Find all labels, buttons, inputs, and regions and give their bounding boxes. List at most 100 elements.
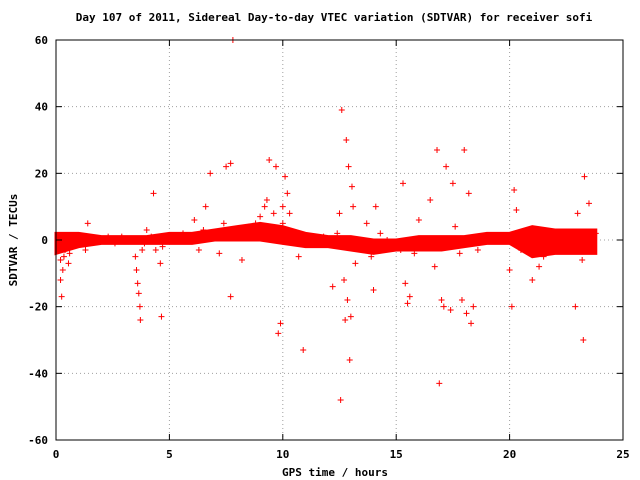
data-point bbox=[540, 253, 547, 260]
data-point bbox=[377, 230, 384, 237]
data-point bbox=[452, 223, 459, 230]
data-point bbox=[295, 253, 302, 260]
data-point bbox=[133, 267, 140, 273]
data-point bbox=[134, 280, 141, 287]
data-point bbox=[57, 277, 64, 283]
data-point bbox=[468, 320, 475, 327]
y-tick-label: -60 bbox=[28, 434, 48, 447]
data-point bbox=[216, 250, 223, 257]
data-point bbox=[158, 313, 165, 320]
data-point bbox=[202, 203, 209, 210]
data-point bbox=[60, 253, 67, 260]
data-point bbox=[411, 250, 418, 257]
data-point bbox=[286, 210, 293, 217]
data-point bbox=[402, 280, 409, 287]
data-point bbox=[180, 230, 187, 237]
data-point bbox=[474, 247, 481, 253]
data-point bbox=[427, 197, 434, 203]
data-point bbox=[415, 217, 422, 223]
data-point bbox=[345, 163, 352, 170]
data-point bbox=[513, 207, 520, 213]
data-point bbox=[132, 253, 139, 260]
data-point bbox=[517, 247, 524, 253]
data-point bbox=[336, 210, 343, 217]
data-point bbox=[420, 243, 427, 250]
data-point bbox=[434, 147, 441, 153]
data-point bbox=[252, 220, 259, 227]
data-point bbox=[263, 197, 270, 203]
data-point bbox=[397, 247, 404, 253]
data-point bbox=[91, 237, 98, 243]
data-point bbox=[272, 163, 279, 170]
data-point bbox=[68, 240, 75, 247]
data-point bbox=[334, 230, 341, 237]
data-point bbox=[567, 247, 574, 253]
data-point bbox=[111, 240, 118, 247]
axis-ticks: 0 5 10 15 20 25 -60 -40 -20 0 20 40 60 bbox=[28, 34, 630, 461]
x-tick-label: 25 bbox=[616, 448, 629, 461]
y-tick-label: -20 bbox=[28, 301, 48, 314]
data-point bbox=[232, 227, 239, 233]
data-point bbox=[370, 287, 377, 293]
data-point bbox=[200, 227, 207, 233]
data-point bbox=[363, 220, 370, 227]
data-point bbox=[139, 247, 146, 253]
data-point bbox=[436, 380, 443, 387]
data-point bbox=[470, 303, 477, 310]
data-point bbox=[220, 220, 227, 227]
data-point bbox=[56, 243, 63, 250]
data-point bbox=[529, 277, 536, 283]
data-point bbox=[342, 317, 349, 323]
data-point bbox=[279, 203, 286, 210]
data-point bbox=[98, 237, 105, 243]
data-point bbox=[137, 317, 144, 323]
data-point bbox=[372, 203, 379, 210]
x-tick-label: 0 bbox=[53, 448, 60, 461]
data-point bbox=[257, 213, 264, 220]
data-point bbox=[238, 257, 245, 263]
data-point bbox=[449, 180, 456, 187]
data-point bbox=[461, 147, 468, 153]
data-point bbox=[465, 190, 472, 197]
data-point bbox=[337, 397, 344, 403]
y-axis-label: SDTVAR / TECUs bbox=[7, 194, 20, 287]
data-point bbox=[275, 330, 282, 337]
y-tick-label: 0 bbox=[41, 234, 48, 247]
data-point bbox=[284, 190, 291, 197]
data-point bbox=[227, 293, 234, 300]
data-point bbox=[443, 163, 450, 170]
data-point bbox=[207, 170, 214, 177]
data-point bbox=[343, 137, 350, 143]
data-point bbox=[495, 233, 502, 240]
data-point bbox=[64, 243, 71, 250]
data-point bbox=[329, 283, 336, 290]
data-points bbox=[55, 37, 599, 403]
data-point bbox=[456, 250, 463, 257]
y-tick-label: -40 bbox=[28, 367, 48, 380]
data-point bbox=[511, 187, 518, 193]
data-point bbox=[141, 240, 148, 247]
data-point bbox=[223, 163, 230, 170]
data-point bbox=[143, 227, 150, 233]
y-tick-label: 60 bbox=[35, 34, 48, 47]
data-point bbox=[58, 293, 65, 300]
data-point bbox=[447, 307, 454, 313]
data-point bbox=[279, 220, 286, 227]
data-point bbox=[350, 203, 357, 210]
data-point bbox=[585, 200, 592, 207]
data-point bbox=[346, 357, 353, 363]
data-point bbox=[152, 247, 159, 253]
data-point bbox=[159, 243, 166, 250]
data-point bbox=[368, 253, 375, 260]
data-point bbox=[347, 313, 354, 320]
data-point bbox=[341, 277, 348, 283]
data-point bbox=[195, 247, 202, 253]
data-point bbox=[148, 233, 155, 240]
data-point bbox=[150, 190, 157, 197]
data-point bbox=[359, 247, 366, 253]
data-point bbox=[508, 303, 515, 310]
data-point bbox=[84, 220, 91, 227]
data-point bbox=[62, 247, 69, 253]
x-axis-label: GPS time / hours bbox=[282, 466, 388, 479]
